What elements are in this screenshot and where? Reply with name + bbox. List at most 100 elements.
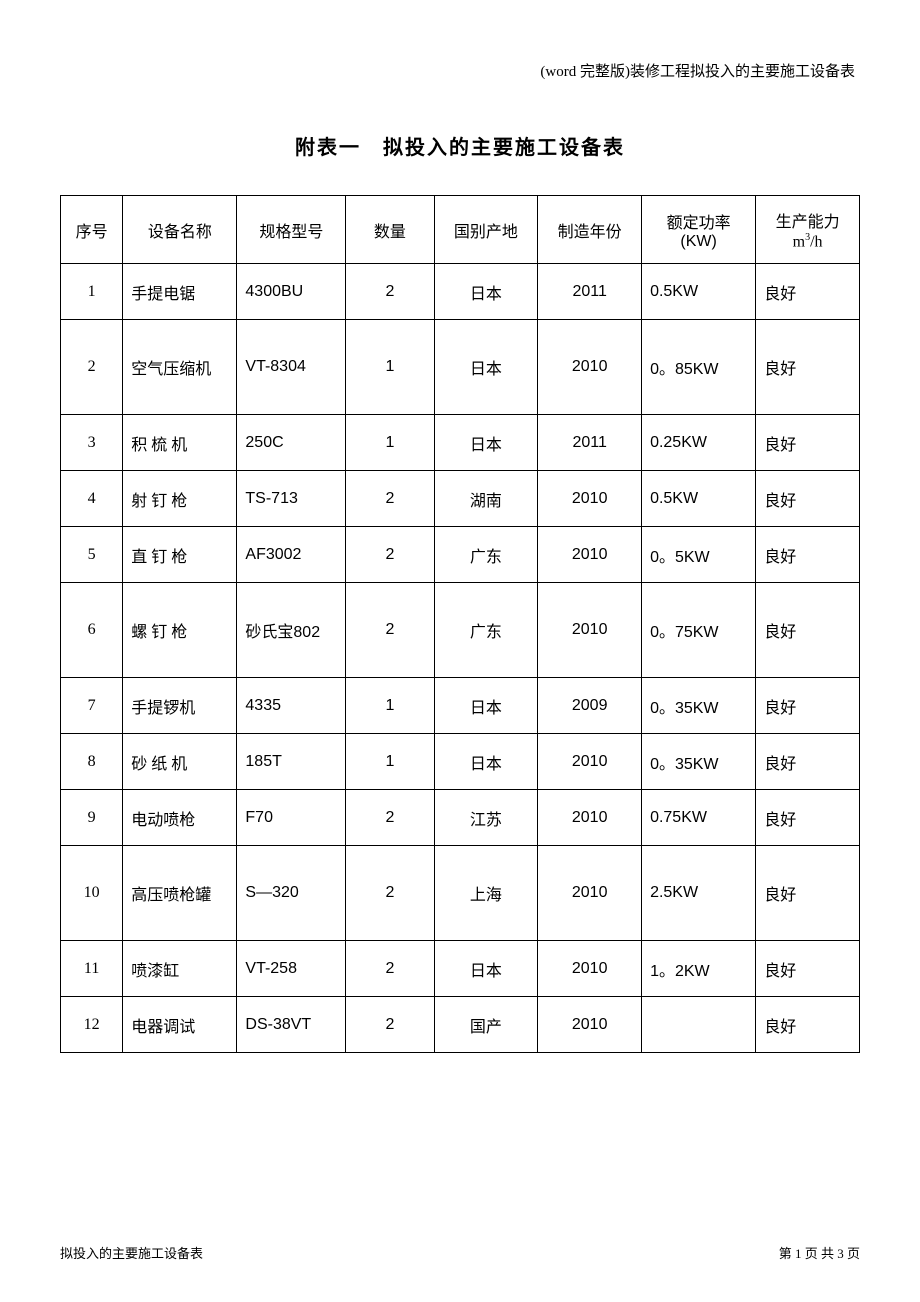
table-row: 1手提电锯4300BU2日本20110.5KW良好: [61, 264, 860, 320]
cell-seq: 3: [61, 415, 123, 471]
cell-capacity: 良好: [756, 941, 860, 997]
cell-model: 185T: [237, 734, 346, 790]
cell-model: AF3002: [237, 527, 346, 583]
footer-left: 拟投入的主要施工设备表: [60, 1243, 203, 1262]
cell-seq: 2: [61, 320, 123, 415]
page-footer: 拟投入的主要施工设备表 第 1 页 共 3 页: [60, 1243, 860, 1262]
cell-power: 0.5KW: [642, 264, 756, 320]
cell-qty: 2: [346, 527, 434, 583]
cell-origin: 日本: [434, 320, 538, 415]
cell-year: 2010: [538, 846, 642, 941]
cell-power: 0。75KW: [642, 583, 756, 678]
cell-capacity: 良好: [756, 678, 860, 734]
cell-qty: 1: [346, 415, 434, 471]
document-title: 附表一 拟投入的主要施工设备表: [60, 131, 860, 160]
table-row: 10高压喷枪罐S—3202上海20102.5KW良好: [61, 846, 860, 941]
cell-seq: 6: [61, 583, 123, 678]
cell-seq: 11: [61, 941, 123, 997]
cell-year: 2011: [538, 264, 642, 320]
equipment-table: 序号 设备名称 规格型号 数量 国别产地 制造年份 额定功率(KW) 生产能力m…: [60, 195, 860, 1053]
col-header-power: 额定功率(KW): [642, 196, 756, 264]
cell-year: 2010: [538, 941, 642, 997]
cell-model: 4335: [237, 678, 346, 734]
table-row: 6螺 钉 枪砂氏宝8022广东20100。75KW良好: [61, 583, 860, 678]
cell-name: 电动喷枪: [123, 790, 237, 846]
table-row: 3积 梳 机250C1日本20110.25KW良好: [61, 415, 860, 471]
cell-seq: 7: [61, 678, 123, 734]
cell-capacity: 良好: [756, 415, 860, 471]
cell-origin: 日本: [434, 415, 538, 471]
cell-year: 2010: [538, 471, 642, 527]
table-row: 4射 钉 枪TS-7132湖南20100.5KW良好: [61, 471, 860, 527]
cell-qty: 2: [346, 264, 434, 320]
cell-model: S—320: [237, 846, 346, 941]
cell-seq: 1: [61, 264, 123, 320]
cell-name: 螺 钉 枪: [123, 583, 237, 678]
cell-seq: 8: [61, 734, 123, 790]
cell-power: 1。2KW: [642, 941, 756, 997]
cell-model: 砂氏宝802: [237, 583, 346, 678]
table-row: 5直 钉 枪AF30022广东20100。5KW良好: [61, 527, 860, 583]
col-header-name: 设备名称: [123, 196, 237, 264]
cell-origin: 日本: [434, 734, 538, 790]
cell-model: 250C: [237, 415, 346, 471]
cell-name: 电器调试: [123, 997, 237, 1053]
cell-year: 2010: [538, 734, 642, 790]
table-row: 9电动喷枪F702江苏20100.75KW良好: [61, 790, 860, 846]
cell-name: 手提锣机: [123, 678, 237, 734]
cell-year: 2010: [538, 790, 642, 846]
cell-qty: 2: [346, 941, 434, 997]
cell-power: 0.25KW: [642, 415, 756, 471]
cell-name: 积 梳 机: [123, 415, 237, 471]
cell-year: 2009: [538, 678, 642, 734]
cell-qty: 2: [346, 790, 434, 846]
cell-qty: 1: [346, 734, 434, 790]
document-header: (word 完整版)装修工程拟投入的主要施工设备表: [60, 60, 860, 81]
cell-capacity: 良好: [756, 846, 860, 941]
cell-capacity: 良好: [756, 997, 860, 1053]
cell-capacity: 良好: [756, 583, 860, 678]
cell-model: VT-258: [237, 941, 346, 997]
cell-power: [642, 997, 756, 1053]
cell-model: F70: [237, 790, 346, 846]
cell-qty: 1: [346, 320, 434, 415]
col-header-seq: 序号: [61, 196, 123, 264]
cell-seq: 12: [61, 997, 123, 1053]
col-header-qty: 数量: [346, 196, 434, 264]
cell-year: 2011: [538, 415, 642, 471]
cell-origin: 日本: [434, 678, 538, 734]
cell-power: 0。35KW: [642, 734, 756, 790]
cell-origin: 广东: [434, 527, 538, 583]
table-row: 11喷漆缸VT-2582日本20101。2KW良好: [61, 941, 860, 997]
col-header-capacity: 生产能力m3/h: [756, 196, 860, 264]
cell-name: 手提电锯: [123, 264, 237, 320]
cell-qty: 2: [346, 471, 434, 527]
cell-power: 0.75KW: [642, 790, 756, 846]
cell-power: 0。5KW: [642, 527, 756, 583]
table-header-row: 序号 设备名称 规格型号 数量 国别产地 制造年份 额定功率(KW) 生产能力m…: [61, 196, 860, 264]
col-header-origin: 国别产地: [434, 196, 538, 264]
table-row: 8砂 纸 机185T1日本20100。35KW良好: [61, 734, 860, 790]
cell-origin: 日本: [434, 941, 538, 997]
cell-name: 喷漆缸: [123, 941, 237, 997]
cell-capacity: 良好: [756, 320, 860, 415]
cell-qty: 1: [346, 678, 434, 734]
cell-year: 2010: [538, 583, 642, 678]
cell-model: DS-38VT: [237, 997, 346, 1053]
cell-name: 直 钉 枪: [123, 527, 237, 583]
cell-year: 2010: [538, 997, 642, 1053]
cell-power: 0.5KW: [642, 471, 756, 527]
cell-origin: 国产: [434, 997, 538, 1053]
cell-model: VT-8304: [237, 320, 346, 415]
col-header-model: 规格型号: [237, 196, 346, 264]
cell-capacity: 良好: [756, 471, 860, 527]
cell-origin: 上海: [434, 846, 538, 941]
cell-year: 2010: [538, 320, 642, 415]
cell-name: 砂 纸 机: [123, 734, 237, 790]
cell-power: 0。35KW: [642, 678, 756, 734]
table-row: 7手提锣机43351日本20090。35KW良好: [61, 678, 860, 734]
cell-seq: 5: [61, 527, 123, 583]
cell-qty: 2: [346, 583, 434, 678]
cell-name: 空气压缩机: [123, 320, 237, 415]
cell-qty: 2: [346, 846, 434, 941]
